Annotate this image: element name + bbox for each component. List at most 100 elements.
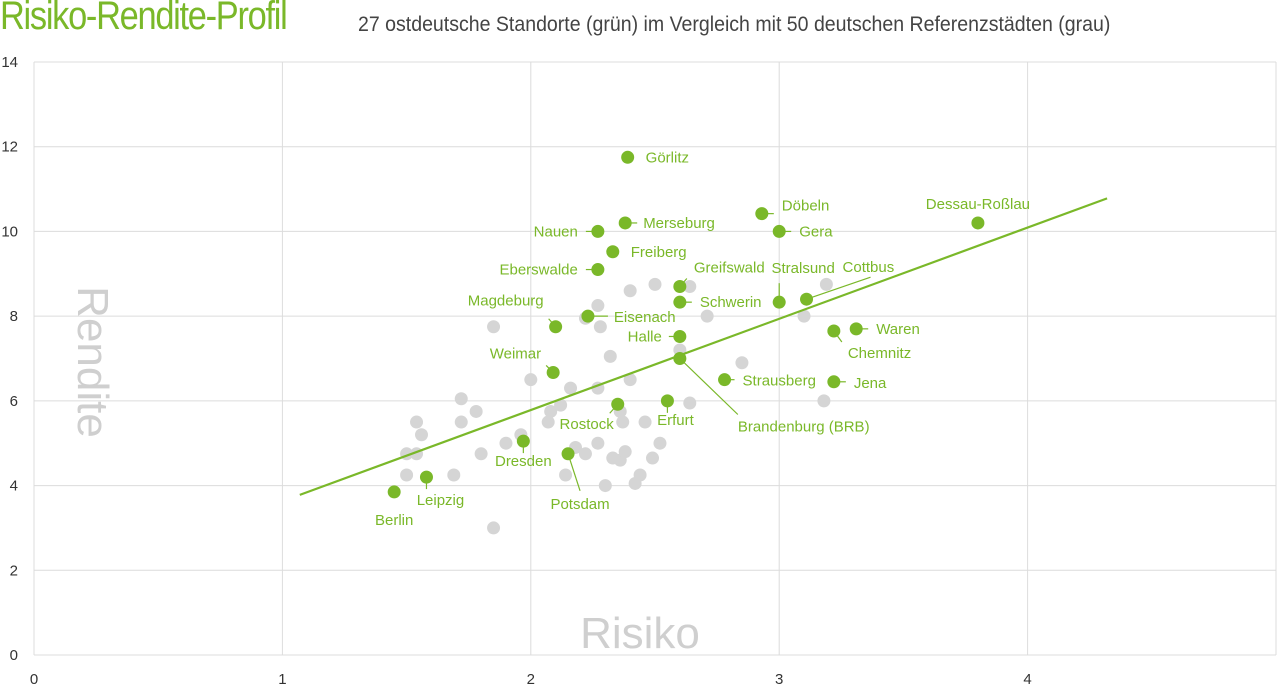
- east-point: [673, 295, 687, 309]
- point-label: Gera: [799, 223, 833, 240]
- reference-point: [653, 436, 667, 450]
- point-label: Brandenburg (BRB): [738, 419, 870, 436]
- east-point: [549, 320, 563, 334]
- trendline: [299, 197, 1108, 496]
- point-label: Potsdam: [550, 496, 609, 513]
- point-label: Merseburg: [643, 215, 715, 232]
- y-tick-label: 12: [1, 139, 18, 156]
- reference-point: [735, 356, 749, 370]
- x-tick-label: 3: [775, 671, 783, 688]
- east-point: [849, 322, 863, 336]
- reference-point: [591, 436, 605, 450]
- reference-point: [646, 451, 660, 465]
- x-tick-label: 0: [30, 671, 38, 688]
- point-label: Magdeburg: [468, 293, 544, 310]
- y-tick-label: 8: [10, 308, 18, 325]
- reference-point: [623, 284, 637, 298]
- point-label: Jena: [854, 375, 887, 392]
- reference-point: [447, 468, 461, 482]
- reference-point: [454, 415, 468, 429]
- reference-point: [638, 415, 652, 429]
- east-point: [673, 352, 687, 365]
- point-label: Leipzig: [417, 492, 465, 509]
- reference-point: [623, 373, 637, 387]
- point-label: Stralsund: [772, 260, 835, 277]
- y-tick-label: 6: [10, 393, 18, 410]
- east-point: [516, 434, 530, 448]
- east-point: [755, 207, 769, 221]
- grid: [33, 61, 1277, 656]
- east-point: [611, 397, 625, 411]
- reference-point: [598, 479, 612, 493]
- east-point: [581, 309, 595, 323]
- reference-point: [487, 521, 501, 535]
- reference-point: [415, 428, 429, 442]
- point-label: Greifswald: [694, 259, 765, 276]
- reference-point: [683, 279, 697, 293]
- east-point: [660, 394, 674, 408]
- y-tick-label: 0: [10, 647, 18, 664]
- reference-point: [454, 392, 468, 406]
- east-point: [800, 292, 814, 306]
- y-axis-title: Rendite: [68, 286, 117, 438]
- y-tick-label: 10: [1, 223, 18, 240]
- chart-title: Risiko-Rendite-Profil: [0, 0, 288, 38]
- east-point: [673, 329, 687, 343]
- east-point: [827, 375, 841, 389]
- east-point: [621, 150, 635, 164]
- point-label: Görlitz: [646, 149, 689, 166]
- point-label: Döbeln: [782, 198, 830, 215]
- east-point: [772, 295, 786, 309]
- label-leader: [679, 358, 739, 415]
- east-point: [718, 373, 732, 387]
- east-point: [673, 279, 687, 293]
- reference-point: [524, 373, 538, 387]
- chart-subtitle: 27 ostdeutsche Standorte (grün) im Vergl…: [358, 13, 1111, 36]
- reference-point: [819, 277, 833, 291]
- point-labels: Görlitz Dessau-Roßlau Döbeln Merseburg Nauen…: [375, 149, 1030, 529]
- east-point: [591, 263, 605, 277]
- east-series: [387, 150, 985, 499]
- point-label: Strausberg: [743, 373, 816, 390]
- reference-point: [817, 394, 831, 408]
- x-tick-label: 1: [278, 671, 286, 688]
- point-label: Erfurt: [657, 412, 695, 429]
- point-label: Eisenach: [614, 309, 676, 326]
- label-leader: [806, 276, 871, 300]
- point-label: Dresden: [495, 453, 552, 470]
- axis-titles: Rendite Risiko: [68, 286, 700, 658]
- reference-point: [564, 381, 578, 395]
- east-point: [387, 485, 401, 499]
- point-label: Weimar: [490, 345, 541, 362]
- point-label: Cottbus: [843, 259, 895, 276]
- reference-point: [499, 436, 513, 450]
- point-label: Berlin: [375, 512, 413, 529]
- y-tick-label: 4: [10, 478, 18, 495]
- reference-point: [603, 349, 617, 363]
- reference-point: [578, 447, 592, 461]
- title-row: Risiko-Rendite-Profil 27 ostdeutsche Sta…: [0, 0, 1280, 46]
- point-label: Rostock: [560, 416, 615, 433]
- y-tick-label: 14: [1, 54, 18, 71]
- x-tick-label: 2: [527, 671, 535, 688]
- reference-point: [474, 447, 488, 461]
- reference-point: [616, 415, 630, 429]
- reference-point: [544, 404, 558, 418]
- east-point: [971, 216, 985, 230]
- reference-point: [469, 404, 483, 418]
- east-point: [606, 245, 620, 259]
- trendline-layer: [299, 197, 1108, 496]
- reference-point: [559, 468, 573, 482]
- east-point: [827, 324, 841, 338]
- point-label: Eberswalde: [499, 262, 577, 279]
- point-label: Halle: [628, 328, 662, 345]
- east-point: [591, 224, 605, 238]
- y-tick-label: 2: [10, 562, 18, 579]
- point-label: Freiberg: [631, 244, 687, 261]
- east-point: [419, 470, 433, 484]
- reference-point: [618, 445, 632, 459]
- east-point: [546, 365, 560, 379]
- point-label: Chemnitz: [848, 345, 911, 362]
- reference-point: [400, 468, 414, 482]
